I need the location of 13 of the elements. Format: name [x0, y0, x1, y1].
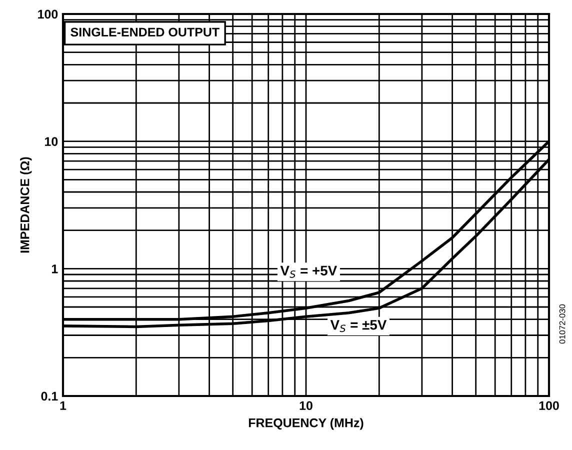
x-axis-title: FREQUENCY (MHz)	[248, 418, 364, 430]
y-tick-label: 10	[45, 137, 58, 146]
x-tick-label: 100	[539, 401, 559, 410]
annotation: V$_{S}$ = +5V	[280, 266, 338, 278]
y-tick-label: 1	[52, 264, 58, 274]
y-tick-label: 0.1	[41, 392, 58, 401]
x-tick-label: 10	[300, 401, 312, 410]
x-tick-label: 1	[60, 401, 66, 410]
y-axis-title: IMPEDANCE (Ω)	[20, 157, 32, 253]
annotation: V$_{S}$ = ±5V	[330, 320, 387, 332]
y-tick-label: 100	[38, 10, 58, 19]
text: 01072-030	[559, 304, 566, 344]
annotation: SINGLE-ENDED OUTPUT	[70, 28, 220, 37]
